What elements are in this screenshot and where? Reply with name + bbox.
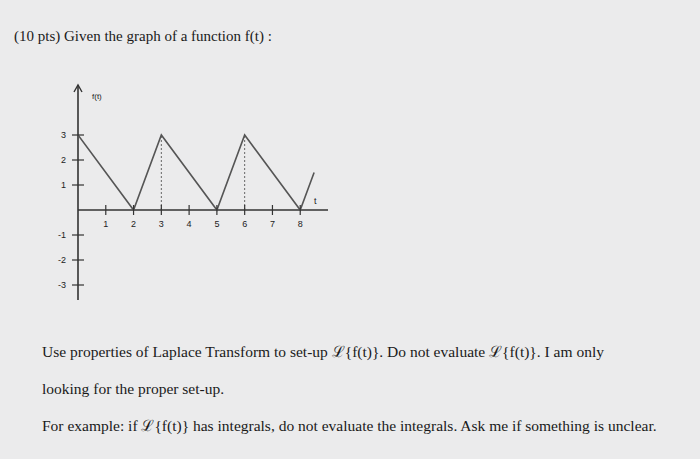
svg-text:-2: -2 (58, 255, 66, 265)
svg-text:6: 6 (242, 219, 247, 229)
svg-text:1: 1 (61, 180, 66, 190)
svg-text:t: t (314, 196, 317, 206)
svg-text:-3: -3 (58, 280, 66, 290)
svg-text:2: 2 (61, 155, 66, 165)
html-text:For example: if ℒ{f(t)} has in: For example: if ℒ{f(t)} has integrals, d… (42, 417, 657, 434)
svg-text:8: 8 (298, 219, 303, 229)
svg-text:2: 2 (131, 219, 136, 229)
svg-text:3: 3 (61, 130, 66, 140)
svg-text:1: 1 (103, 219, 108, 229)
svg-text:4: 4 (187, 219, 192, 229)
html-text:(10 pts) Given the graph of a: (10 pts) Given the graph of a function f… (14, 28, 272, 44)
html-text:Use properties of Laplace Tran: Use properties of Laplace Transform to s… (42, 343, 604, 360)
svg-text:f(t): f(t) (92, 92, 102, 101)
svg-text:3: 3 (159, 219, 164, 229)
svg-text:5: 5 (214, 219, 219, 229)
svg-text:-1: -1 (58, 230, 66, 240)
html-text:looking for the proper set-up.: looking for the proper set-up. (42, 380, 225, 397)
svg-text:7: 7 (270, 219, 275, 229)
